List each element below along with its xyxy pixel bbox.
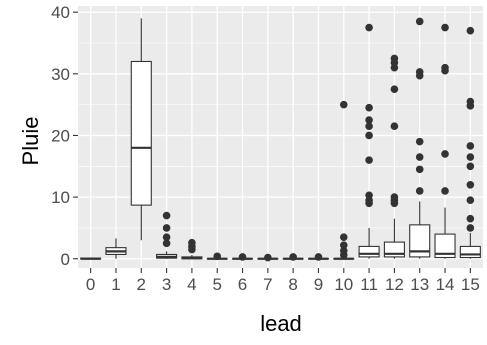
x-tick-label-0: 0 xyxy=(86,275,95,294)
outlier-point xyxy=(467,102,475,110)
outlier-point xyxy=(365,156,373,164)
x-tick-label-10: 10 xyxy=(334,275,353,294)
outlier-point xyxy=(264,254,272,262)
x-tick-label-7: 7 xyxy=(263,275,272,294)
y-tick-label: 20 xyxy=(51,126,70,145)
outlier-point xyxy=(467,215,475,223)
outlier-point xyxy=(391,85,399,93)
x-tick-label-12: 12 xyxy=(385,275,404,294)
y-tick-label: 30 xyxy=(51,65,70,84)
x-tick-label-15: 15 xyxy=(461,275,480,294)
outlier-point xyxy=(188,246,196,254)
x-tick-label-11: 11 xyxy=(360,275,378,294)
outlier-point xyxy=(416,18,424,26)
outlier-point xyxy=(163,240,171,248)
outlier-point xyxy=(213,252,221,260)
y-tick-label: 40 xyxy=(51,3,70,22)
outlier-point xyxy=(365,24,373,32)
outlier-point xyxy=(163,224,171,232)
outlier-point xyxy=(365,132,373,140)
x-tick-label-2: 2 xyxy=(137,275,146,294)
outlier-point xyxy=(467,224,475,232)
y-axis-title: Pluie xyxy=(18,117,43,166)
x-tick-label-14: 14 xyxy=(436,275,455,294)
y-tick-label: 10 xyxy=(51,188,70,207)
outlier-point xyxy=(467,181,475,189)
x-tick-label-13: 13 xyxy=(410,275,429,294)
outlier-point xyxy=(467,196,475,204)
outlier-point xyxy=(416,166,424,174)
box-lead-0 xyxy=(81,258,101,259)
outlier-point xyxy=(441,24,449,32)
outlier-point xyxy=(416,187,424,195)
x-tick-label-4: 4 xyxy=(187,275,196,294)
x-tick-label-3: 3 xyxy=(162,275,171,294)
outlier-point xyxy=(467,142,475,150)
y-tick-label: 0 xyxy=(61,250,70,269)
outlier-point xyxy=(365,104,373,112)
outlier-point xyxy=(289,253,297,261)
x-tick-label-6: 6 xyxy=(238,275,247,294)
outlier-point xyxy=(365,122,373,130)
x-axis-title: lead xyxy=(260,311,302,336)
outlier-point xyxy=(239,253,247,261)
box-iqr xyxy=(131,61,151,205)
x-tick-label-5: 5 xyxy=(212,275,221,294)
x-tick-label-9: 9 xyxy=(314,275,323,294)
x-tick-label-1: 1 xyxy=(111,275,120,294)
box-iqr xyxy=(460,246,480,257)
outlier-point xyxy=(315,253,323,261)
outlier-point xyxy=(441,67,449,75)
outlier-point xyxy=(391,199,399,207)
outlier-point xyxy=(340,251,348,259)
x-tick-label-8: 8 xyxy=(288,275,297,294)
outlier-point xyxy=(365,199,373,207)
outlier-point xyxy=(467,153,475,161)
box-iqr xyxy=(359,246,379,256)
outlier-point xyxy=(441,187,449,195)
outlier-point xyxy=(391,64,399,72)
outlier-point xyxy=(416,138,424,146)
outlier-point xyxy=(416,72,424,80)
outlier-point xyxy=(441,150,449,158)
outlier-point xyxy=(416,153,424,161)
outlier-point xyxy=(163,212,171,220)
outlier-point xyxy=(467,162,475,170)
outlier-point xyxy=(467,27,475,35)
outlier-point xyxy=(340,101,348,109)
outlier-point xyxy=(340,233,348,241)
outlier-point xyxy=(391,122,399,130)
